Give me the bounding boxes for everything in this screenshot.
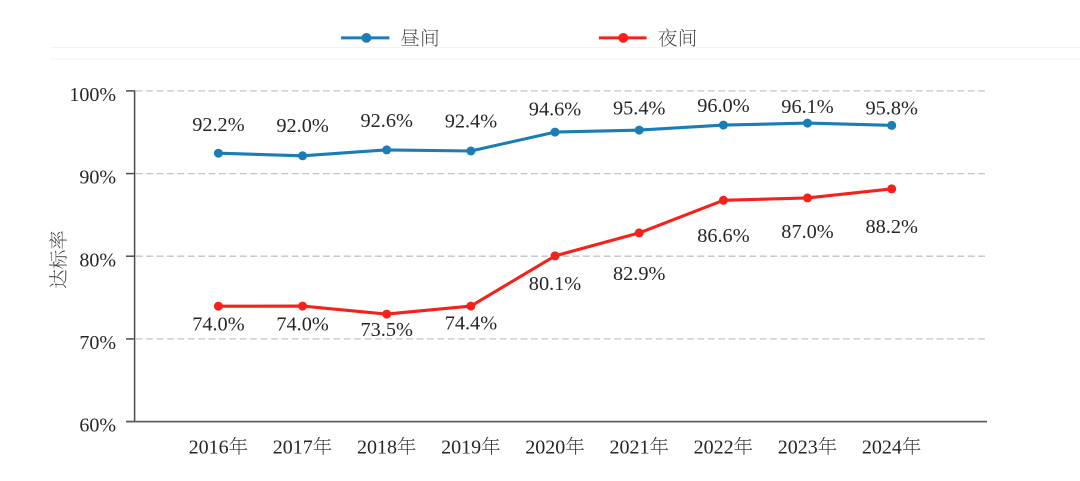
svg-text:92.0%: 92.0%	[276, 115, 328, 137]
svg-text:80%: 80%	[79, 249, 116, 271]
svg-text:94.6%: 94.6%	[529, 98, 581, 120]
svg-text:2018: 2018	[357, 437, 397, 459]
svg-text:80.1%: 80.1%	[529, 273, 581, 295]
svg-text:70%: 70%	[79, 332, 116, 354]
svg-text:92.4%: 92.4%	[445, 111, 497, 133]
svg-text:2020: 2020	[525, 437, 565, 459]
svg-text:90%: 90%	[79, 167, 116, 189]
svg-text:96.1%: 96.1%	[781, 96, 833, 118]
svg-text:2019: 2019	[441, 437, 481, 459]
svg-text:92.6%: 92.6%	[361, 110, 413, 132]
svg-text:88.2%: 88.2%	[866, 216, 918, 238]
svg-text:60%: 60%	[79, 415, 116, 437]
svg-text:2021: 2021	[609, 437, 649, 459]
svg-text:74.0%: 74.0%	[192, 313, 244, 335]
svg-text:74.4%: 74.4%	[445, 313, 497, 335]
svg-text:74.0%: 74.0%	[276, 313, 328, 335]
svg-text:86.6%: 86.6%	[697, 225, 749, 247]
svg-text:100%: 100%	[69, 84, 116, 106]
svg-text:73.5%: 73.5%	[361, 319, 413, 341]
svg-text:92.2%: 92.2%	[192, 114, 244, 136]
svg-text:2023: 2023	[778, 437, 818, 459]
svg-text:95.8%: 95.8%	[866, 97, 918, 119]
svg-text:87.0%: 87.0%	[781, 221, 833, 243]
svg-text:2016: 2016	[189, 437, 229, 459]
svg-text:2022: 2022	[694, 437, 734, 459]
svg-text:95.4%: 95.4%	[613, 97, 665, 119]
svg-text:82.9%: 82.9%	[613, 263, 665, 285]
svg-text:2024: 2024	[862, 437, 902, 459]
svg-text:96.0%: 96.0%	[697, 95, 749, 117]
svg-text:2017: 2017	[273, 437, 313, 459]
